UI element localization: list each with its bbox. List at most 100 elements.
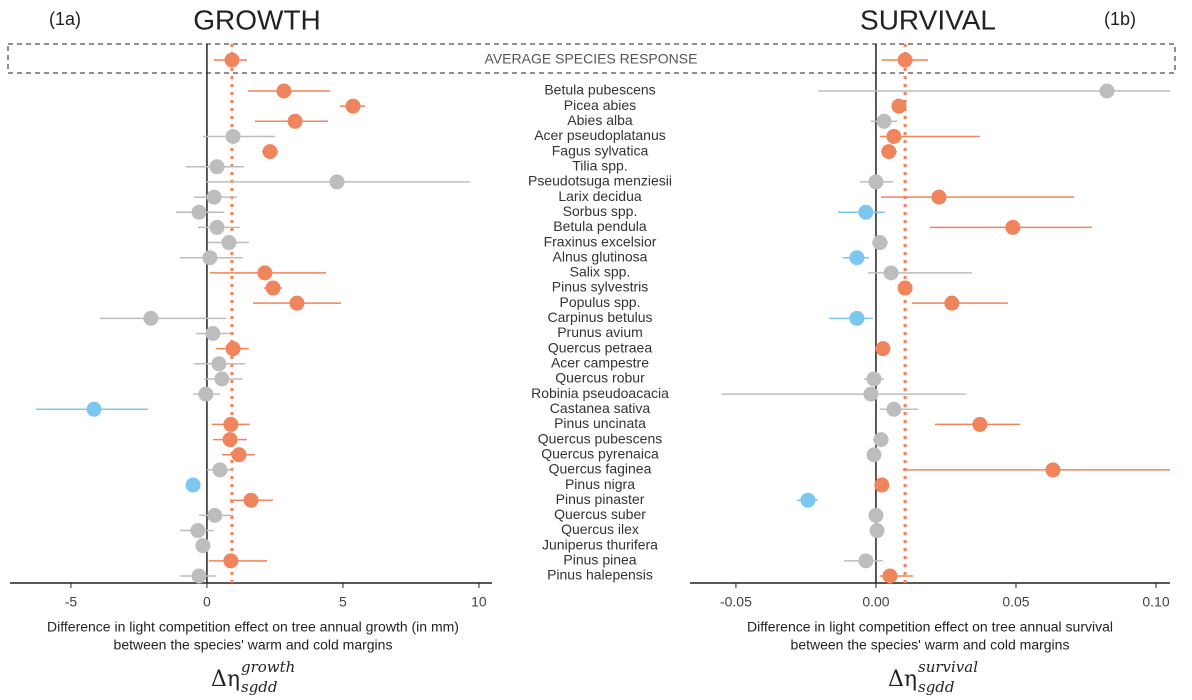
point [190, 523, 206, 539]
species-label: Abies alba [567, 112, 633, 128]
symbol-sup: growth [241, 658, 295, 676]
point [863, 386, 879, 402]
point [211, 356, 227, 372]
point [868, 507, 884, 523]
panel-title: GROWTH [193, 4, 321, 35]
point [206, 189, 222, 205]
species-label: Pinus sylvestris [552, 279, 648, 295]
species-label: Quercus pubescens [538, 430, 663, 446]
point [209, 219, 225, 235]
point [345, 98, 361, 114]
point [257, 265, 273, 281]
species-label: Acer pseudoplatanus [534, 127, 666, 143]
species-label: Quercus faginea [549, 461, 652, 477]
point [944, 295, 960, 311]
point [800, 492, 816, 508]
point [858, 204, 874, 220]
x-tick-label: 0 [203, 594, 211, 610]
species-label: Fraxinus excelsior [544, 233, 657, 249]
species-label: Alnus glutinosa [553, 248, 648, 264]
species-label: Quercus ilex [561, 521, 639, 537]
species-label: Populus spp. [560, 294, 641, 310]
x-axis-label: between the species' warm and cold margi… [791, 637, 1070, 653]
species-label: Castanea sativa [550, 400, 651, 416]
average-box [7, 43, 1176, 74]
point [897, 52, 913, 68]
symbol: Δη [888, 667, 917, 692]
point [243, 492, 259, 508]
point [223, 553, 239, 569]
point [231, 447, 247, 463]
point [276, 83, 292, 99]
point [86, 401, 102, 417]
point [289, 295, 305, 311]
point [224, 52, 240, 68]
species-label: Pinus uncinata [554, 415, 646, 431]
point [886, 128, 902, 144]
point [875, 341, 891, 357]
panel-title: SURVIVAL [860, 4, 996, 35]
species-label: Juniperus thurifera [542, 536, 658, 552]
species-label: Quercus robur [555, 370, 645, 386]
x-tick-label: 0.10 [1142, 594, 1169, 610]
species-label: Pinus halepensis [547, 567, 653, 583]
species-label: Carpinus betulus [547, 309, 652, 325]
x-tick-label: -5 [65, 594, 78, 610]
species-label: Pinus pinaster [556, 491, 645, 507]
point [868, 174, 884, 190]
point [195, 538, 211, 554]
point [198, 386, 214, 402]
average-label: AVERAGE SPECIES RESPONSE [485, 51, 698, 67]
point [223, 416, 239, 432]
point [874, 477, 890, 493]
point [869, 523, 885, 539]
species-label: Quercus suber [554, 506, 646, 522]
point [873, 432, 889, 448]
point [881, 144, 897, 160]
point [202, 250, 218, 266]
panel-label: (1b) [1104, 9, 1136, 29]
species-label: Pinus pinea [563, 552, 636, 568]
species-label: Salix spp. [570, 264, 631, 280]
point [205, 325, 221, 341]
point [191, 204, 207, 220]
species-label: Quercus pyrenaica [541, 445, 659, 461]
point [891, 98, 907, 114]
point [866, 447, 882, 463]
point [222, 432, 238, 448]
species-label: Fagus sylvatica [552, 142, 649, 158]
point [143, 310, 159, 326]
point [931, 189, 947, 205]
x-tick-label: 10 [471, 594, 487, 610]
point [972, 416, 988, 432]
point [262, 144, 278, 160]
panel-label: (1a) [49, 9, 81, 29]
species-label: Pinus nigra [565, 476, 635, 492]
point [265, 280, 281, 296]
point [225, 341, 241, 357]
point [1005, 219, 1021, 235]
species-label: Robinia pseudoacacia [531, 385, 669, 401]
point [886, 401, 902, 417]
symbol: Δη [211, 667, 240, 692]
species-label: Pseudotsuga menziesii [528, 173, 672, 189]
species-label: Prunus avium [557, 324, 643, 340]
x-axis-label: Difference in light competition effect o… [747, 619, 1113, 635]
x-tick-label: 0.05 [1002, 594, 1029, 610]
point [883, 265, 899, 281]
point [897, 280, 913, 296]
species-label: Sorbus spp. [563, 203, 638, 219]
point [207, 507, 223, 523]
point [212, 462, 228, 478]
point [866, 371, 882, 387]
species-label: Picea abies [564, 97, 636, 113]
point [221, 235, 237, 251]
x-axis-label: Difference in light competition effect o… [47, 619, 459, 635]
point [214, 371, 230, 387]
symbol-sub: sgdd [241, 678, 278, 696]
symbol-sup: survival [918, 658, 978, 676]
point [191, 568, 207, 584]
point [872, 235, 888, 251]
point [329, 174, 345, 190]
point [882, 568, 898, 584]
